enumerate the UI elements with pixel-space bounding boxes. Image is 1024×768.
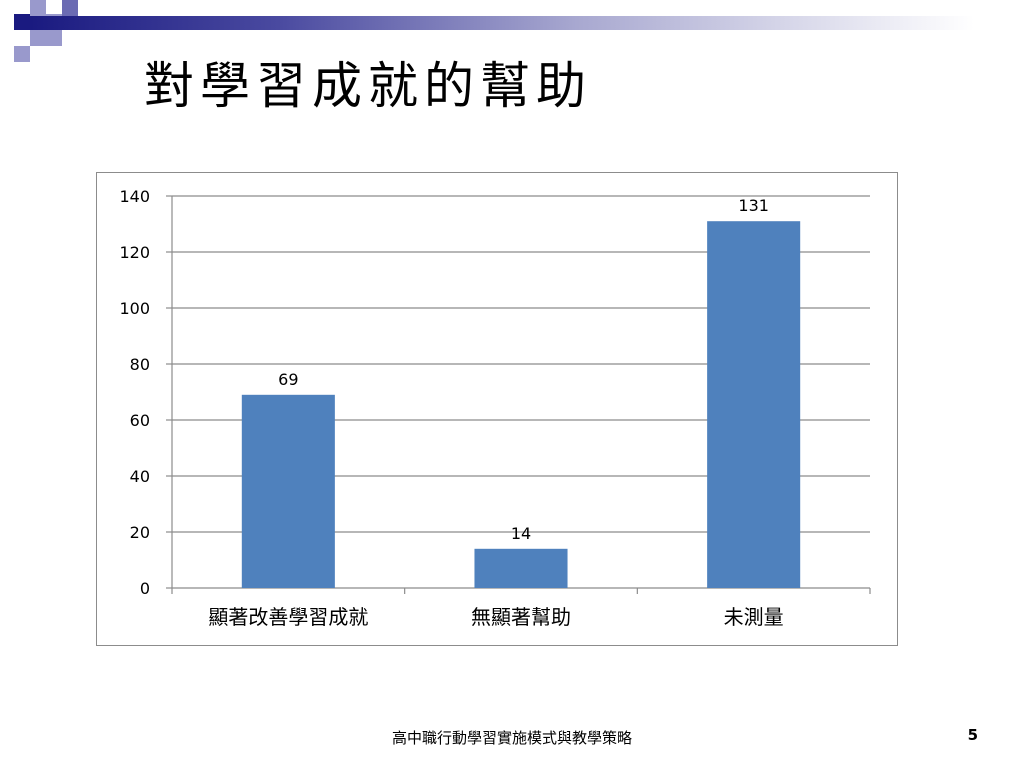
y-tick-label: 0 bbox=[140, 579, 150, 598]
y-tick-label: 20 bbox=[130, 523, 150, 542]
corner-square-5 bbox=[62, 0, 78, 16]
category-label: 未測量 bbox=[724, 605, 784, 629]
footer-text: 高中職行動學習實施模式與教學策略 bbox=[391, 729, 632, 747]
corner-square-3 bbox=[30, 30, 46, 46]
slide-title: 對學習成就的幫助 bbox=[144, 57, 592, 115]
labels: 0 20 40 60 80 100 120 140 69 顯著改善學習成就 14 無顯著幫助 131 未測… bbox=[119, 187, 783, 629]
corner-square-1 bbox=[14, 14, 30, 30]
corner-square-2 bbox=[30, 0, 46, 16]
bars bbox=[241, 221, 801, 588]
bar bbox=[241, 394, 335, 588]
category-label: 無顯著幫助 bbox=[471, 605, 571, 629]
data-label: 131 bbox=[738, 196, 769, 215]
y-tick-label: 120 bbox=[119, 243, 150, 262]
y-tick-label: 140 bbox=[119, 187, 150, 206]
y-tick-label: 60 bbox=[130, 411, 150, 430]
y-tick-label: 100 bbox=[119, 299, 150, 318]
category-label: 顯著改善學習成就 bbox=[208, 605, 368, 629]
header-band bbox=[30, 16, 1024, 30]
bar bbox=[707, 221, 801, 588]
y-tick-label: 80 bbox=[130, 355, 150, 374]
y-tick-label: 40 bbox=[130, 467, 150, 486]
bar-chart: 0 20 40 60 80 100 120 140 69 顯著改善學習成就 14 無顯著幫助 131 未測… bbox=[119, 187, 871, 629]
data-label: 14 bbox=[511, 524, 531, 543]
corner-square-6 bbox=[14, 46, 30, 62]
corner-square-7 bbox=[46, 30, 62, 46]
bar bbox=[474, 548, 568, 588]
data-label: 69 bbox=[278, 370, 298, 389]
page-number: 5 bbox=[967, 726, 978, 744]
